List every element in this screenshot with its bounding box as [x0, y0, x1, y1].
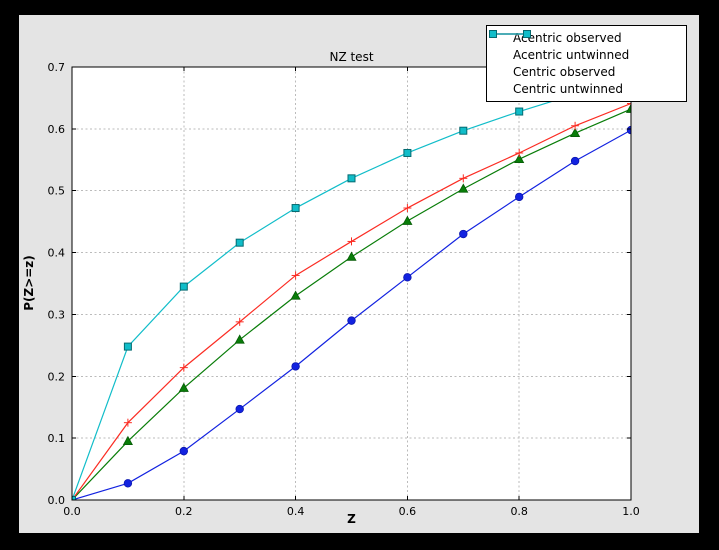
legend: Acentric observed Acentric untwinned Cen…: [486, 25, 687, 102]
y-tick-label: 0.6: [48, 123, 66, 136]
x-tick-label: 0.6: [399, 505, 417, 518]
y-tick-label: 0.4: [48, 247, 66, 260]
chart-title: NZ test: [329, 50, 374, 64]
x-tick-label: 0.4: [287, 505, 305, 518]
y-tick-label: 0.1: [48, 432, 66, 445]
axes-spines: [71, 66, 632, 501]
legend-label-acentric-untwinned: Acentric untwinned: [513, 47, 630, 62]
y-tick-label: 0.2: [48, 370, 66, 383]
y-tick-label: 0.0: [48, 494, 66, 507]
y-tick-label: 0.5: [48, 185, 66, 198]
series-centric-observed: [72, 99, 631, 500]
y-tick-label: 0.3: [48, 308, 66, 321]
y-axis-label: P(Z>=z): [22, 255, 36, 311]
tick-labels: 0.0 0.2 0.4 0.6 0.8 1.0 0.0 0.1 0.2 0.3 0.4 0.5 0.6 0…: [48, 61, 640, 518]
legend-label-acentric-observed: Acentric observed: [513, 30, 622, 45]
x-tick-label: 1.0: [622, 505, 640, 518]
x-tick-label: 0.2: [175, 505, 193, 518]
series-acentric-untwinned: [72, 103, 631, 500]
x-tick-label: 0.8: [510, 505, 528, 518]
x-axis-label: Z: [347, 512, 356, 526]
y-tick-label: 0.7: [48, 61, 66, 74]
gridlines: [72, 67, 631, 500]
legend-row-centric-observed: Centric observed: [487, 30, 686, 80]
legend-label-centric-untwinned: Centric untwinned: [513, 81, 624, 96]
legend-row-acentric-untwinned: Acentric untwinned: [487, 33, 686, 63]
legend-label-centric-observed: Centric observed: [513, 64, 616, 79]
legend-sample-centric-untwinned: [489, 30, 531, 38]
plot-background: [72, 67, 631, 500]
figure-canvas: 0.0 0.2 0.4 0.6 0.8 1.0 0.0 0.1 0.2 0.3 0.4 0.5 0.6 0…: [19, 15, 699, 533]
x-tick-label: 0.0: [63, 505, 81, 518]
legend-row-centric-untwinned: Centric untwinned: [487, 30, 686, 97]
series-acentric-observed: [72, 125, 631, 500]
plot-area: 0.0 0.2 0.4 0.6 0.8 1.0 0.0 0.1 0.2 0.3 0.4 0.5 0.6 0…: [48, 61, 640, 518]
